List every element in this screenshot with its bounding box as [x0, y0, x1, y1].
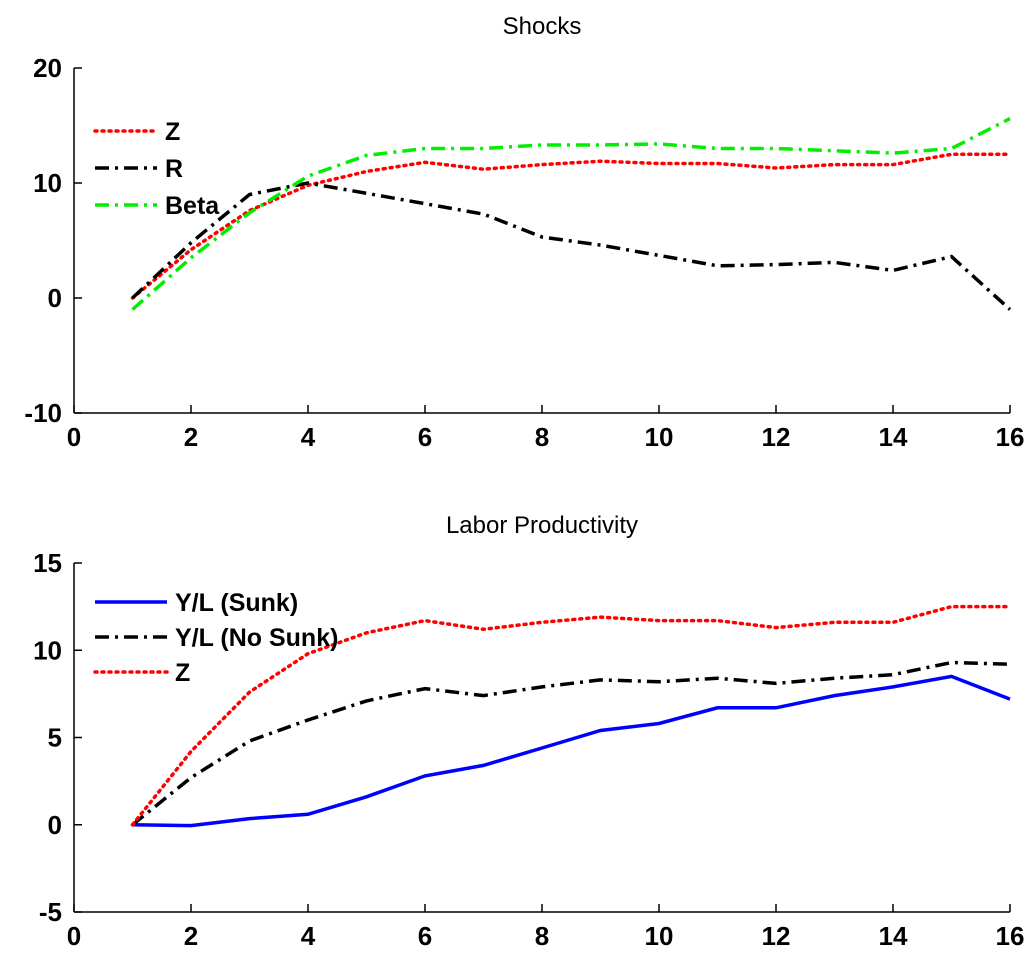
- shocks-legend-label-z: Z: [165, 118, 180, 146]
- productivity-x-tick-label: 6: [418, 921, 432, 951]
- productivity-legend-label-y-l-sunk: Y/L (Sunk): [175, 589, 298, 617]
- shocks-y-tick-label: 20: [33, 53, 62, 83]
- productivity-legend-label-y-l-no-sunk: Y/L (No Sunk): [175, 624, 338, 652]
- shocks-x-tick-label: 4: [301, 422, 316, 452]
- productivity-y-tick-label: 15: [33, 548, 62, 578]
- productivity-y-tick-label: 10: [33, 635, 62, 665]
- productivity-y-tick-label: -5: [39, 897, 62, 927]
- productivity-series-y-l-no-sunk: [131, 660, 1011, 827]
- shocks-x-tick-label: 16: [996, 422, 1025, 452]
- shocks-series-z: [130, 152, 1012, 300]
- shocks-legend-label-beta: Beta: [165, 192, 220, 220]
- shocks-x-tick-label: 8: [535, 422, 549, 452]
- productivity-y-tick-label: 0: [48, 810, 62, 840]
- shocks-y-tick-label: 10: [33, 168, 62, 198]
- shocks-series-beta: [131, 117, 1011, 311]
- shocks-y-tick-label: 0: [48, 283, 62, 313]
- productivity-x-tick-label: 2: [184, 921, 198, 951]
- productivity-x-tick-label: 14: [879, 921, 908, 951]
- shocks-x-tick-label: 14: [879, 422, 908, 452]
- shocks-x-tick-label: 10: [645, 422, 674, 452]
- productivity-y-tick-label: 5: [48, 723, 62, 753]
- shocks-y-tick-label: -10: [24, 398, 62, 428]
- shocks-x-tick-label: 0: [67, 422, 81, 452]
- productivity-series-z: [130, 604, 1012, 827]
- productivity-chart-title: Labor Productivity: [446, 512, 638, 539]
- shocks-chart-title: Shocks: [503, 13, 582, 40]
- productivity-x-tick-label: 10: [645, 921, 674, 951]
- productivity-legend-label-z: Z: [175, 659, 190, 687]
- productivity-x-tick-label: 16: [996, 921, 1025, 951]
- productivity-x-tick-label: 4: [301, 921, 316, 951]
- shocks-series-r: [131, 181, 1012, 311]
- shocks-legend-label-r: R: [165, 155, 183, 183]
- shocks-x-tick-label: 6: [418, 422, 432, 452]
- shocks-x-tick-label: 12: [762, 422, 791, 452]
- productivity-x-tick-label: 12: [762, 921, 791, 951]
- productivity-x-tick-label: 0: [67, 921, 81, 951]
- productivity-series-y-l-sunk: [132, 674, 1011, 828]
- shocks-x-tick-label: 2: [184, 422, 198, 452]
- productivity-x-tick-label: 8: [535, 921, 549, 951]
